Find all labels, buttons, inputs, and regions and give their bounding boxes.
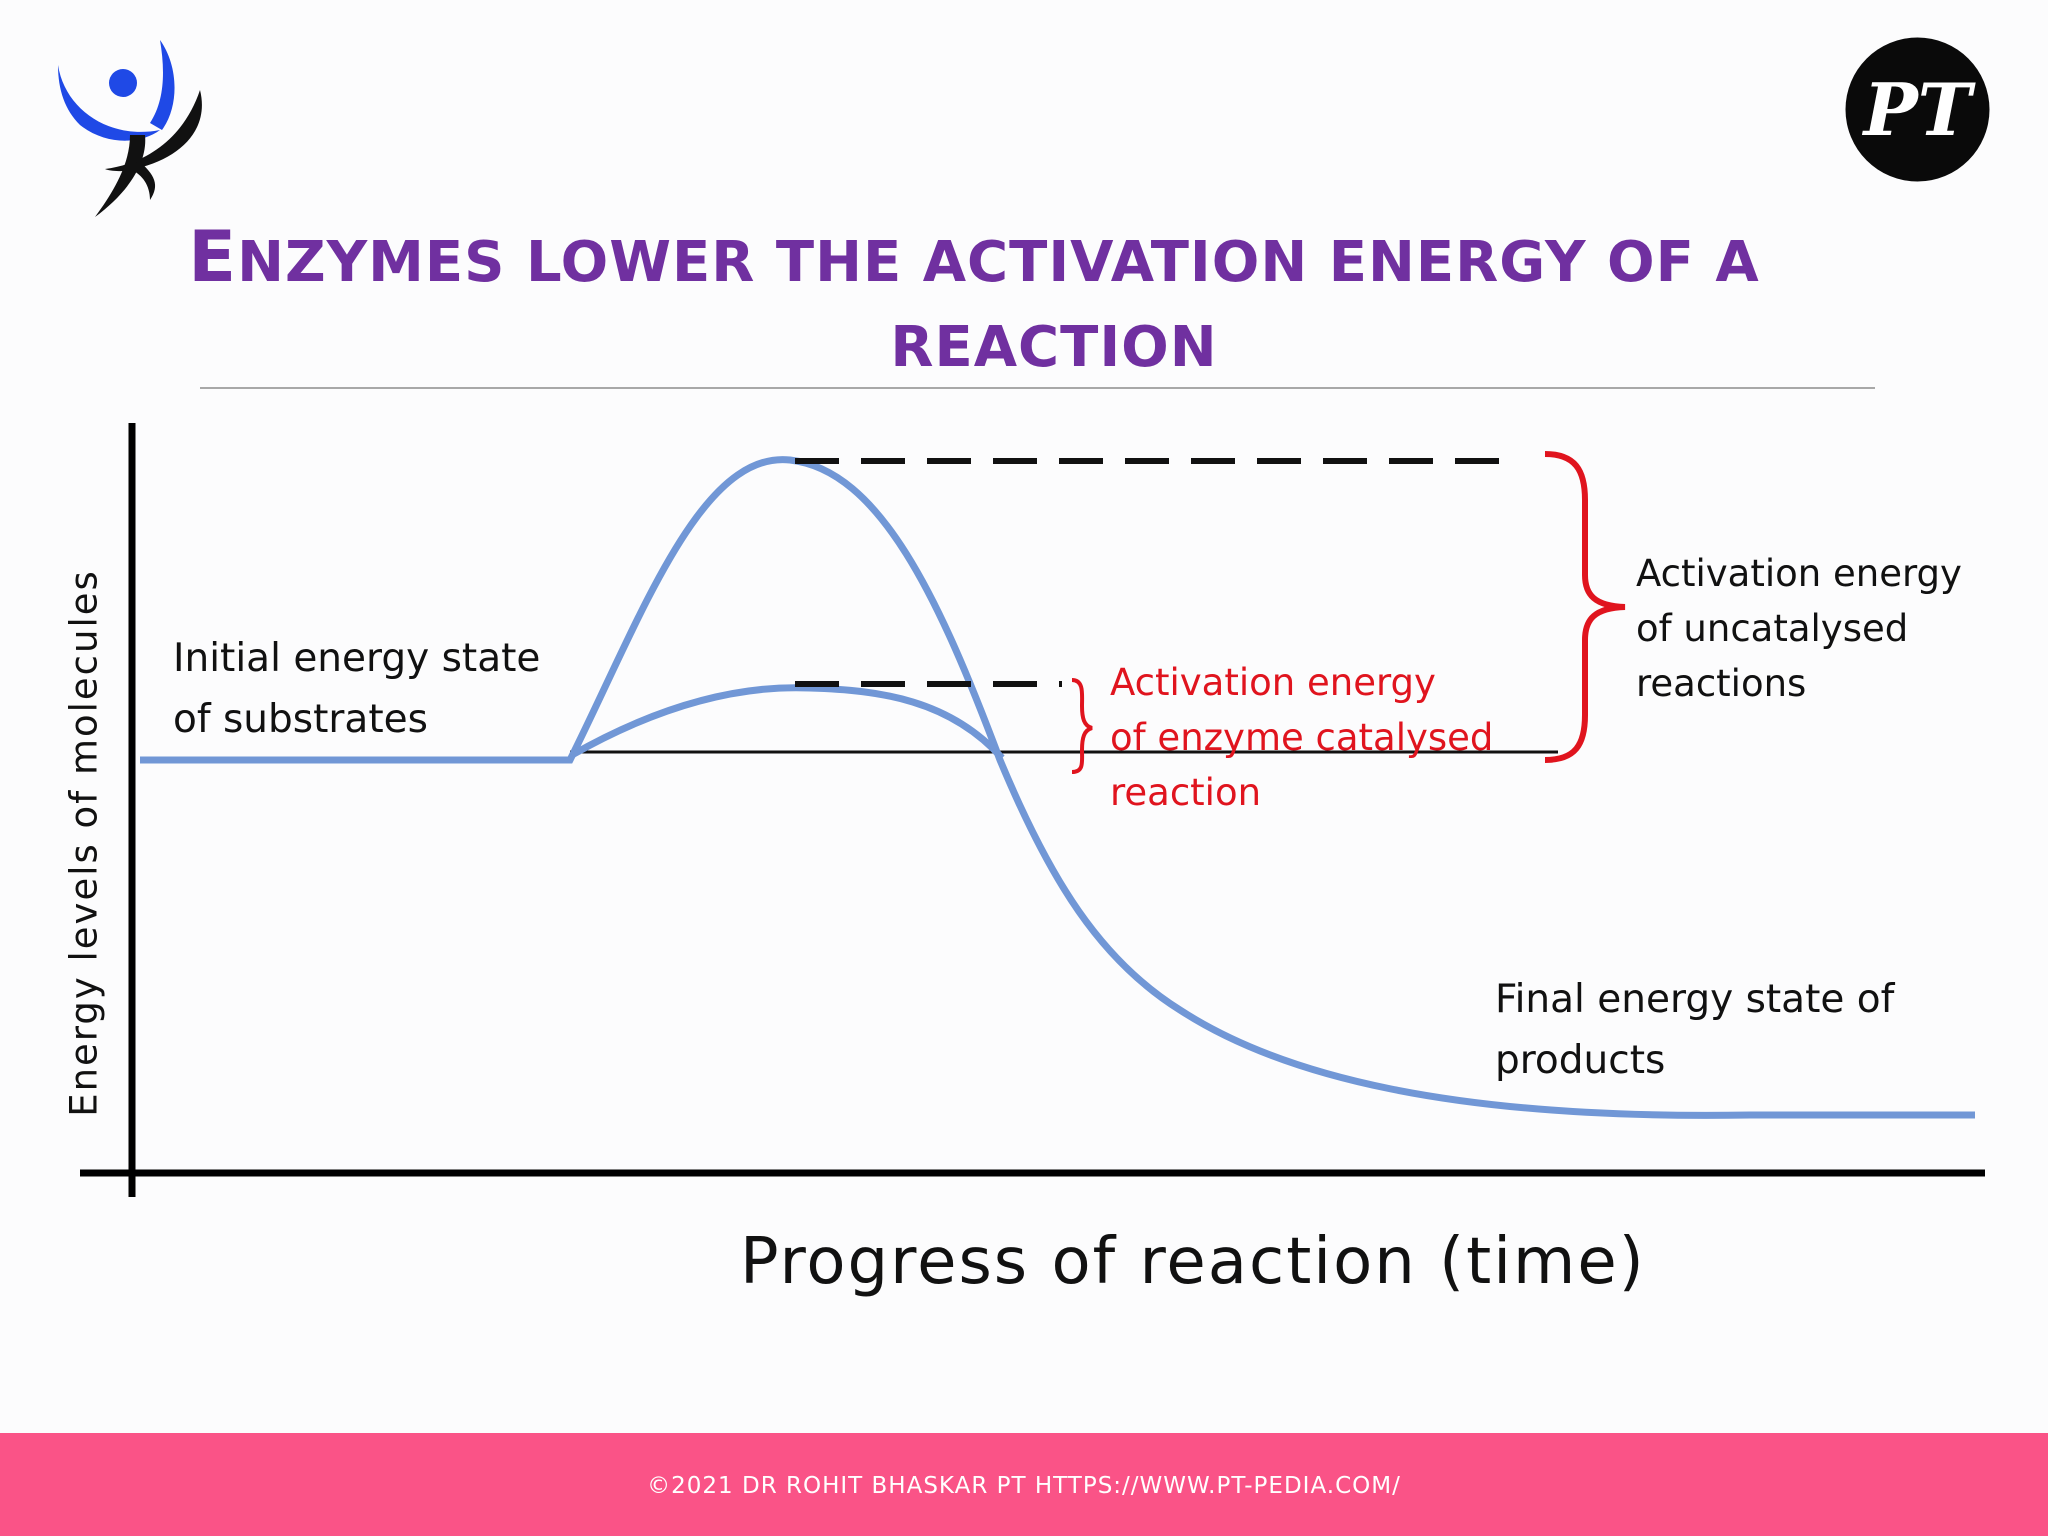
uncatalysed-label-line: of uncatalysed [1636, 607, 1909, 650]
final-state-label-line: products [1495, 1038, 1666, 1083]
pt-logo-icon [1845, 37, 1990, 182]
uncatalysed-activation-label: Activation energy of uncatalysed reactio… [1636, 546, 1962, 711]
initial-state-label-line: Initial energy state [173, 636, 541, 681]
footer-copyright-link[interactable]: ©2021 DR ROHIT BHASKAR PT HTTPS://WWW.PT… [647, 1473, 1401, 1499]
brand-logo-icon [58, 40, 202, 217]
final-state-label-line: Final energy state of [1495, 977, 1895, 1022]
uncatalysed-bracket-icon [1544, 451, 1626, 763]
catalysed-label-line: Activation energy [1110, 661, 1436, 704]
initial-state-label: Initial energy state of substrates [173, 628, 540, 750]
uncatalysed-label-line: Activation energy [1636, 552, 1962, 595]
title-line-1-text: NZYMES LOWER THE ACTIVATION ENERGY OF A [237, 230, 1760, 295]
uncatalysed-label-line: reactions [1636, 662, 1807, 705]
catalysed-activation-label: Activation energy of enzyme catalysed re… [1110, 655, 1493, 820]
catalysed-reaction-curve [570, 684, 1005, 761]
slide-title-line-2: REACTION [890, 315, 1218, 380]
x-axis-label: Progress of reaction (time) [740, 1225, 1646, 1299]
catalysed-label-line: reaction [1110, 771, 1262, 814]
slide-title-line-1: ENZYMES LOWER THE ACTIVATION ENERGY OF A [0, 216, 1998, 298]
title-initial-letter: E [188, 216, 238, 298]
pt-logo-text: PT [1863, 67, 1972, 152]
footer-bar [0, 1433, 2048, 1536]
uncatalysed-reaction-curve [140, 456, 1975, 1119]
catalysed-bracket-icon [1071, 678, 1093, 774]
initial-state-label-line: of substrates [173, 697, 428, 742]
final-state-label: Final energy state of products [1495, 969, 1894, 1091]
y-axis-label: Energy levels of molecules [62, 569, 106, 1117]
catalysed-label-line: of enzyme catalysed [1110, 716, 1494, 759]
title-divider [200, 387, 1875, 389]
